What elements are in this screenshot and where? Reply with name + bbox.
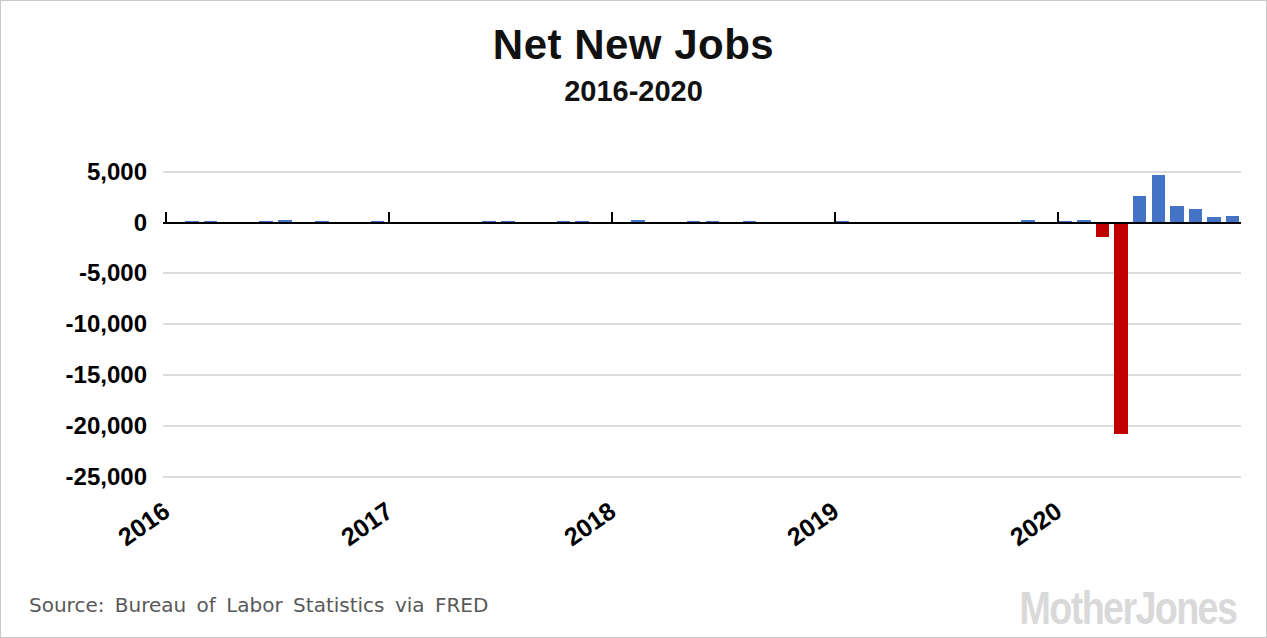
bar-2020-05: [1133, 196, 1147, 222]
bar-2020-03: [1096, 223, 1110, 237]
chart-figure: Net New Jobs 2016-2020 5,000 0 -5,000 -10,0…: [0, 0, 1267, 638]
chart-title: Net New Jobs: [1, 21, 1266, 69]
gridline-y--25000: [163, 476, 1241, 478]
y-axis-label--5000: -5,000: [1, 261, 147, 285]
gridline-y--10000: [163, 323, 1241, 325]
x-axis-tick-2020: [1057, 212, 1059, 223]
bar-2020-07: [1170, 206, 1184, 222]
x-axis-tick-2017: [388, 212, 390, 223]
motherjones-logo: MotherJones: [1019, 581, 1236, 635]
x-axis-tick-2019: [834, 212, 836, 223]
gridline-y--5000: [163, 272, 1241, 274]
y-axis-label--15000: -15,000: [1, 363, 147, 387]
gridline-y-5000: [163, 171, 1241, 173]
x-axis-label-2018: 2018: [559, 496, 621, 552]
x-axis-label-2017: 2017: [336, 496, 398, 552]
gridline-y--20000: [163, 425, 1241, 427]
x-axis-zero-line: [163, 222, 1241, 224]
y-axis-label-5000: 5,000: [1, 160, 147, 184]
y-axis-label--20000: -20,000: [1, 414, 147, 438]
x-axis-tick-2016: [165, 212, 167, 223]
source-note: Source: Bureau of Labor Statistics via F…: [29, 593, 488, 617]
gridline-y--15000: [163, 374, 1241, 376]
y-axis-label-0: 0: [1, 211, 147, 235]
x-axis-label-2016: 2016: [113, 496, 175, 552]
x-axis-tick-2018: [611, 212, 613, 223]
x-axis-label-2020: 2020: [1005, 496, 1067, 552]
x-axis-label-2019: 2019: [782, 496, 844, 552]
bar-2020-06: [1152, 175, 1166, 223]
bar-2020-08: [1189, 209, 1203, 222]
bar-2020-04: [1114, 223, 1128, 434]
y-axis-label--25000: -25,000: [1, 465, 147, 489]
chart-subtitle: 2016-2020: [1, 75, 1266, 108]
y-axis-label--10000: -10,000: [1, 312, 147, 336]
